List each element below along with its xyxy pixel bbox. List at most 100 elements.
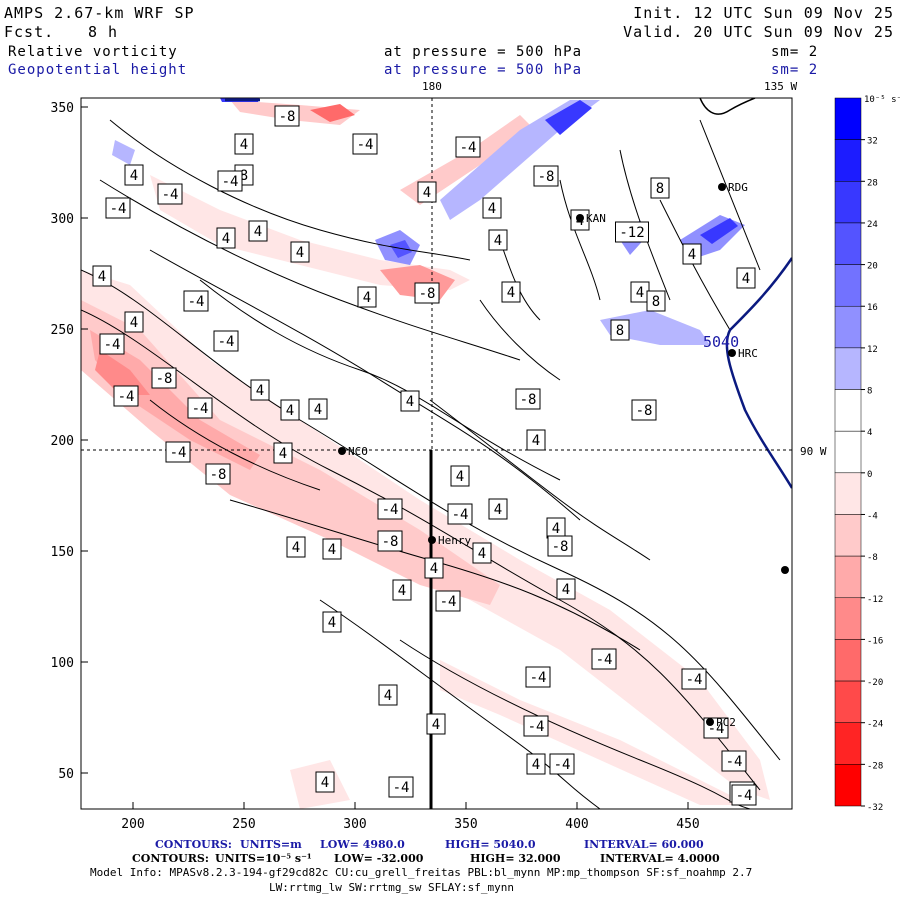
vorticity-contour-label: 4 <box>400 390 420 412</box>
svg-text:4: 4 <box>328 542 336 558</box>
map-frame <box>80 97 793 810</box>
svg-text:4: 4 <box>478 546 486 562</box>
lon-label-180: 180 <box>422 80 442 93</box>
colorbar-cell <box>834 722 862 765</box>
vorticity-contour-label: 4 <box>472 542 492 564</box>
field1-smoothing: sm= 2 <box>771 44 819 60</box>
svg-text:4: 4 <box>363 290 371 306</box>
svg-text:-4: -4 <box>393 780 410 796</box>
vorticity-contour-label: 4 <box>556 578 576 600</box>
vorticity-contour-label: 4 <box>378 684 398 706</box>
svg-text:-4: -4 <box>596 652 613 668</box>
vorticity-contour-label: -4 <box>99 333 125 355</box>
x-axis-tick: 250 <box>232 817 255 832</box>
vorticity-contour-label: -8 <box>547 535 573 557</box>
svg-text:4: 4 <box>552 521 560 537</box>
vorticity-contour-label: 4 <box>315 771 335 793</box>
svg-text:4: 4 <box>314 402 322 418</box>
colorbar-tick: -32 <box>867 803 883 813</box>
y-axis-tick: 250 <box>51 323 74 338</box>
svg-text:-4: -4 <box>118 389 135 405</box>
svg-text:-8: -8 <box>419 286 436 302</box>
vorticity-contour-label: 8 <box>650 177 670 199</box>
vorticity-contour-label: 4 <box>250 379 270 401</box>
vorticity-shade <box>81 300 500 605</box>
colorbar-tick: 12 <box>867 345 878 355</box>
forecast-label: Fcst. <box>4 23 55 41</box>
footer-contours2-high: HIGH= 32.000 <box>470 852 561 865</box>
svg-text:-4: -4 <box>110 201 127 217</box>
colorbar-cell <box>834 97 862 140</box>
station-kan: KAN <box>576 212 606 225</box>
colorbar-tick: -16 <box>867 636 883 646</box>
svg-text:4: 4 <box>488 201 496 217</box>
vorticity-contour-label: 4 <box>216 227 236 249</box>
svg-text:PC2: PC2 <box>716 716 736 729</box>
lat-label-90w: 90 W <box>800 445 827 458</box>
y-axis-tick: 50 <box>58 767 74 782</box>
svg-text:4: 4 <box>562 582 570 598</box>
svg-text:-4: -4 <box>440 594 457 610</box>
vorticity-contour-label: 4 <box>682 243 702 265</box>
y-axis-tick: 150 <box>51 545 74 560</box>
svg-text:KAN: KAN <box>586 212 606 225</box>
svg-text:-8: -8 <box>552 539 569 555</box>
colorbar-tick: -24 <box>867 720 883 730</box>
field2-level: at pressure = 500 hPa <box>384 62 583 78</box>
vorticity-contour-label: 4 <box>424 557 444 579</box>
svg-text:-4: -4 <box>460 140 477 156</box>
svg-text:4: 4 <box>240 137 248 153</box>
svg-text:RDG: RDG <box>728 181 748 194</box>
vorticity-shade <box>310 104 355 122</box>
svg-text:-4: -4 <box>192 401 209 417</box>
colorbar-cell <box>834 139 862 182</box>
y-axis-tick: 300 <box>51 212 74 227</box>
svg-text:-4: -4 <box>686 672 703 688</box>
vorticity-contour-label: -4 <box>213 330 239 352</box>
vorticity-contour-label: 4 <box>526 753 546 775</box>
vorticity-contour-label: -4 <box>455 136 481 158</box>
footer-contours2-units: UNITS=10⁻⁵ s⁻¹ <box>215 852 312 865</box>
y-axis-tick: 100 <box>51 656 74 671</box>
vorticity-contour-label: -4 <box>549 753 575 775</box>
svg-text:-4: -4 <box>726 754 743 770</box>
footer-model-info-2: LW:rrtmg_lw SW:rrtmg_sw SFLAY:sf_mynn <box>269 881 515 894</box>
vorticity-contour-label: 4 <box>482 197 502 219</box>
vorticity-contour-label: -4 <box>105 197 131 219</box>
footer-contours1-label: CONTOURS: <box>155 838 232 851</box>
colorbar-tick: -4 <box>867 511 878 521</box>
svg-text:4: 4 <box>532 433 540 449</box>
station-marker <box>781 566 789 574</box>
vorticity-shade <box>390 240 412 258</box>
vorticity-contour-label: -4 <box>165 441 191 463</box>
svg-text:-8: -8 <box>156 371 173 387</box>
svg-text:4: 4 <box>398 583 406 599</box>
vorticity-contour-label: 4 <box>308 398 328 420</box>
vorticity-contour-label: 4 <box>450 465 470 487</box>
svg-text:-4: -4 <box>104 337 121 353</box>
colorbar-tick: 32 <box>867 137 878 147</box>
vorticity-contour-label: 4 <box>630 281 650 303</box>
svg-text:4: 4 <box>292 540 300 556</box>
vorticity-contour-label: 4 <box>488 229 508 251</box>
svg-text:4: 4 <box>688 247 696 263</box>
vorticity-contour-label: -4 <box>377 498 403 520</box>
vorticity-contour-label: 4 <box>280 399 300 421</box>
svg-text:-8: -8 <box>636 403 653 419</box>
svg-text:4: 4 <box>636 285 644 301</box>
footer-contours1-units: UNITS=m <box>240 838 302 851</box>
colorbar-tick: 8 <box>867 387 872 397</box>
vorticity-contour-label: -4 <box>352 133 378 155</box>
vorticity-shade <box>95 350 150 395</box>
x-axis-tick: 300 <box>343 817 366 832</box>
colorbar-tick: 20 <box>867 262 878 272</box>
vorticity-contour-label: -4 <box>435 590 461 612</box>
x-axis-tick: 350 <box>454 817 477 832</box>
svg-text:4: 4 <box>494 233 502 249</box>
colorbar-cell <box>834 181 862 224</box>
svg-text:-4: -4 <box>452 507 469 523</box>
vorticity-contour-label: -4 <box>447 503 473 525</box>
vorticity-contour-label: -8 <box>205 463 231 485</box>
svg-text:4: 4 <box>494 502 502 518</box>
station-rdg: RDG <box>718 181 748 194</box>
